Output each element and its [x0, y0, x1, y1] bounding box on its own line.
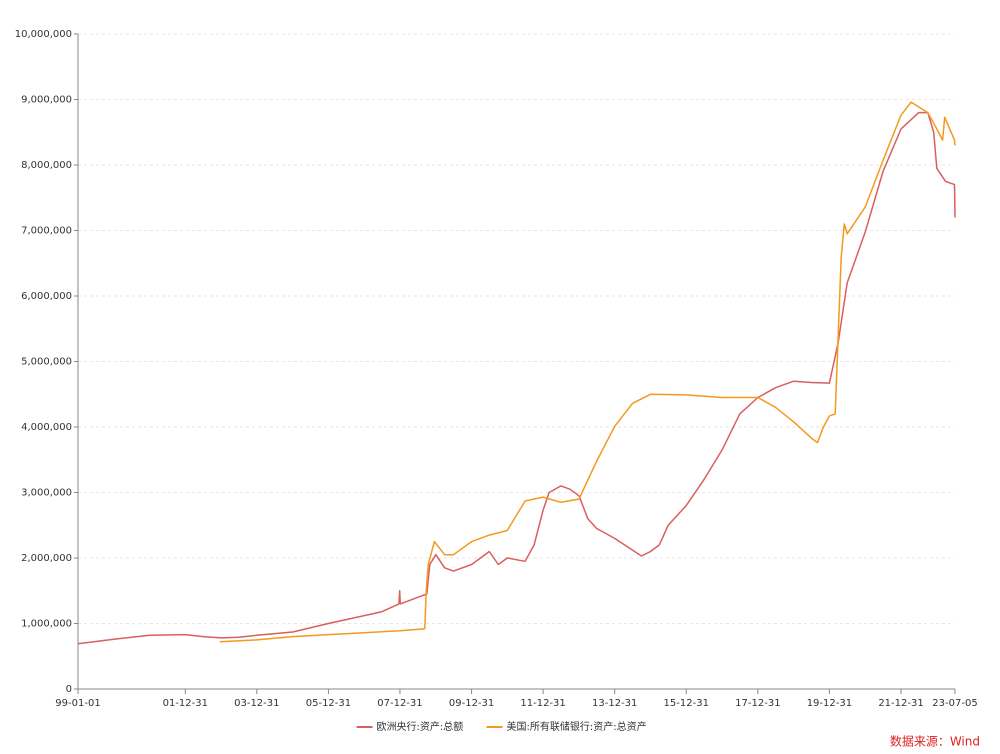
- y-tick-label: 9,000,000: [21, 95, 72, 106]
- x-tick-label: 17-12-31: [735, 698, 780, 709]
- x-tick-label: 19-12-31: [807, 698, 852, 709]
- series-line: [219, 101, 956, 643]
- source-note: 数据来源：Wind: [890, 734, 980, 749]
- legend-label: 美国:所有联储银行:资产:总资产: [507, 720, 647, 733]
- x-tick-label: 09-12-31: [449, 698, 494, 709]
- x-tick-label: 01-12-31: [163, 698, 208, 709]
- y-tick-label: 4,000,000: [21, 422, 72, 433]
- x-tick-label: 99-01-01: [55, 698, 100, 709]
- x-tick-label: 03-12-31: [234, 698, 279, 709]
- x-tick-label: 07-12-31: [377, 698, 422, 709]
- y-tick-label: 6,000,000: [21, 291, 72, 302]
- y-tick-label: 8,000,000: [21, 160, 72, 171]
- y-tick-label: 1,000,000: [21, 619, 72, 630]
- y-tick-label: 2,000,000: [21, 553, 72, 564]
- y-tick-label: 7,000,000: [21, 226, 72, 237]
- x-tick-label: 05-12-31: [306, 698, 351, 709]
- x-tick-label: 21-12-31: [878, 698, 923, 709]
- y-tick-label: 5,000,000: [21, 357, 72, 368]
- y-tick-label: 3,000,000: [21, 488, 72, 499]
- x-tick-label: 11-12-31: [520, 698, 565, 709]
- x-tick-label: 23-07-05: [932, 698, 977, 709]
- x-tick-label: 13-12-31: [592, 698, 637, 709]
- y-tick-label: 0: [66, 684, 72, 695]
- legend-label: 欧洲央行:资产:总额: [377, 720, 464, 733]
- y-tick-label: 10,000,000: [15, 29, 72, 40]
- series-line: [77, 111, 956, 645]
- x-tick-label: 15-12-31: [664, 698, 709, 709]
